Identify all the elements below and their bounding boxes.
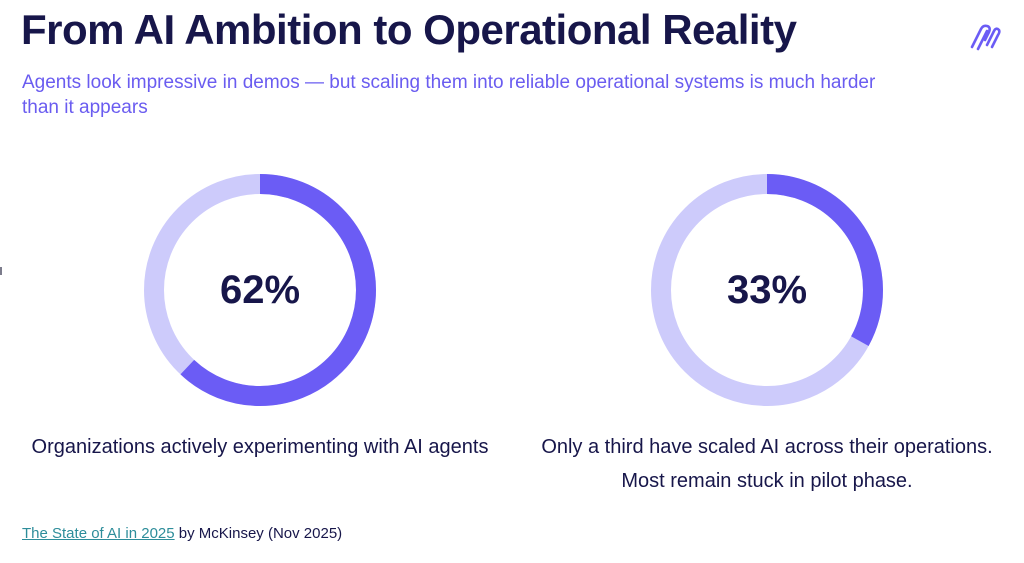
- donut-svg: [651, 174, 883, 406]
- page-title: From AI Ambition to Operational Reality: [21, 6, 797, 53]
- brand-logo-icon: [968, 20, 1002, 54]
- donut-svg: [144, 174, 376, 406]
- donut-caption-experimenting: Organizations actively experimenting wit…: [31, 436, 489, 458]
- donut-chart-scaled: 33%: [647, 170, 887, 410]
- page-subtitle: Agents look impressive in demos — but sc…: [22, 72, 876, 118]
- donut-caption-scaled: Only a third have scaled AI across their…: [541, 436, 993, 492]
- source-citation: The State of AI in 2025 by McKinsey (Nov…: [22, 525, 342, 542]
- source-attribution: by McKinsey (Nov 2025): [174, 525, 343, 542]
- source-link[interactable]: The State of AI in 2025: [22, 525, 175, 542]
- donut-value-arc: [144, 174, 376, 406]
- donut-chart-experimenting: 62%: [140, 170, 380, 410]
- edge-marker: [0, 267, 2, 275]
- donut-value-label: 62%: [219, 267, 301, 312]
- donut-value-arc: [651, 174, 883, 406]
- donut-value-label: 33%: [726, 267, 808, 312]
